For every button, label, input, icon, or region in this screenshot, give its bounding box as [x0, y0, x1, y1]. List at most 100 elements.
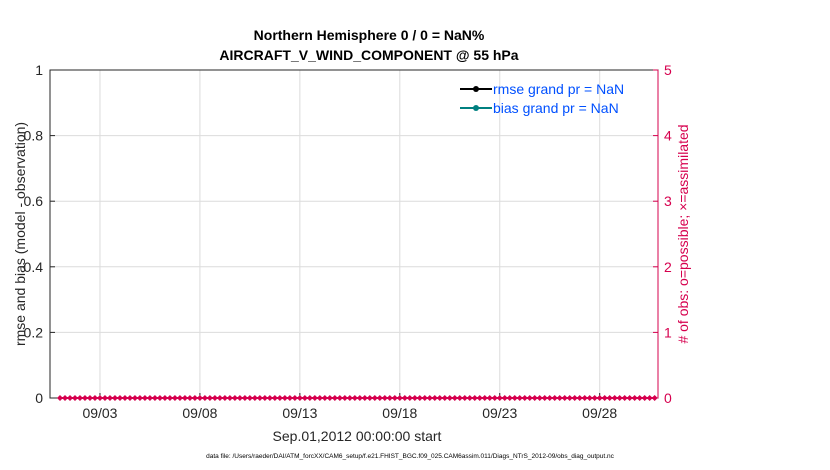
- obs-possible-marker: [451, 395, 458, 401]
- obs-possible-marker: [351, 395, 358, 401]
- obs-possible-marker: [346, 395, 353, 401]
- obs-possible-marker: [456, 395, 463, 401]
- y-tick-label: 1: [35, 62, 43, 78]
- y-right-tick-label: 0: [664, 390, 672, 406]
- obs-possible-marker: [111, 395, 118, 401]
- obs-possible-marker: [326, 395, 333, 401]
- y-axis-label-right: # of obs: o=possible; ×=assimilated: [675, 124, 691, 343]
- obs-possible-marker: [471, 395, 478, 401]
- obs-possible-marker: [226, 395, 233, 401]
- x-tick-label: 09/08: [182, 405, 217, 421]
- obs-count-markers: [56, 395, 658, 401]
- obs-possible-marker: [306, 395, 313, 401]
- obs-possible-marker: [331, 395, 338, 401]
- y-right-tick-label: 1: [664, 324, 672, 340]
- obs-possible-marker: [206, 395, 213, 401]
- chart-title-line-2: AIRCRAFT_V_WIND_COMPONENT @ 55 hPa: [219, 47, 518, 63]
- obs-possible-marker: [371, 395, 378, 401]
- obs-possible-marker: [256, 395, 263, 401]
- obs-possible-marker: [431, 395, 438, 401]
- data-file-footer: data file: /Users/raeder/DAI/ATM_forcXX/…: [206, 453, 615, 460]
- obs-possible-marker: [586, 395, 593, 401]
- obs-possible-marker: [251, 395, 258, 401]
- obs-possible-marker: [461, 395, 468, 401]
- obs-possible-marker: [551, 395, 558, 401]
- obs-possible-marker: [631, 395, 638, 401]
- y-ticks-right: 0 1 2 3 4 5: [653, 62, 672, 406]
- obs-possible-marker: [416, 395, 423, 401]
- obs-possible-marker: [376, 395, 383, 401]
- obs-possible-marker: [301, 395, 308, 401]
- obs-possible-marker: [366, 395, 373, 401]
- obs-possible-marker: [391, 395, 398, 401]
- obs-possible-marker: [316, 395, 323, 401]
- obs-possible-marker: [341, 395, 348, 401]
- obs-possible-marker: [651, 395, 658, 401]
- obs-possible-marker: [291, 395, 298, 401]
- obs-possible-marker: [96, 395, 103, 401]
- obs-possible-marker: [476, 395, 483, 401]
- y-tick-label: 0: [35, 390, 43, 406]
- obs-possible-marker: [221, 395, 228, 401]
- obs-possible-marker: [531, 395, 538, 401]
- y-tick-label: 0.6: [24, 193, 44, 209]
- obs-possible-marker: [601, 395, 608, 401]
- obs-possible-marker: [241, 395, 248, 401]
- obs-possible-marker: [441, 395, 448, 401]
- obs-possible-marker: [146, 395, 153, 401]
- obs-possible-marker: [56, 395, 63, 401]
- obs-possible-marker: [321, 395, 328, 401]
- obs-possible-marker: [126, 395, 133, 401]
- obs-possible-marker: [571, 395, 578, 401]
- x-tick-label: 09/13: [282, 405, 317, 421]
- obs-possible-marker: [556, 395, 563, 401]
- obs-possible-marker: [486, 395, 493, 401]
- obs-possible-marker: [296, 395, 303, 401]
- y-tick-label: 0.8: [24, 128, 44, 144]
- legend: rmse grand pr = NaN bias grand pr = NaN: [460, 81, 624, 116]
- obs-possible-marker: [66, 395, 73, 401]
- obs-possible-marker: [336, 395, 343, 401]
- obs-possible-marker: [266, 395, 273, 401]
- obs-possible-marker: [131, 395, 138, 401]
- obs-possible-marker: [176, 395, 183, 401]
- obs-possible-marker: [116, 395, 123, 401]
- obs-possible-marker: [526, 395, 533, 401]
- obs-possible-marker: [211, 395, 218, 401]
- obs-possible-marker: [411, 395, 418, 401]
- obs-possible-marker: [596, 395, 603, 401]
- obs-possible-marker: [71, 395, 78, 401]
- obs-possible-marker: [141, 395, 148, 401]
- obs-possible-marker: [561, 395, 568, 401]
- obs-possible-marker: [511, 395, 518, 401]
- obs-possible-marker: [181, 395, 188, 401]
- obs-possible-marker: [501, 395, 508, 401]
- obs-possible-marker: [576, 395, 583, 401]
- obs-possible-marker: [166, 395, 173, 401]
- y-tick-label: 0.2: [24, 324, 44, 340]
- obs-possible-marker: [101, 395, 108, 401]
- obs-possible-marker: [396, 395, 403, 401]
- obs-possible-marker: [121, 395, 128, 401]
- obs-possible-marker: [196, 395, 203, 401]
- obs-possible-marker: [271, 395, 278, 401]
- y-tick-label: 0.4: [24, 259, 44, 275]
- obs-possible-marker: [261, 395, 268, 401]
- obs-possible-marker: [481, 395, 488, 401]
- chart-title-line-1: Northern Hemisphere 0 / 0 = NaN%: [254, 27, 485, 43]
- obs-possible-marker: [76, 395, 83, 401]
- obs-possible-marker: [401, 395, 408, 401]
- obs-possible-marker: [466, 395, 473, 401]
- obs-possible-marker: [566, 395, 573, 401]
- y-right-tick-label: 3: [664, 193, 672, 209]
- y-axis-label: rmse and bias (model - observation): [12, 122, 28, 346]
- obs-possible-marker: [616, 395, 623, 401]
- x-tick-label: 09/03: [82, 405, 117, 421]
- obs-possible-marker: [546, 395, 553, 401]
- obs-possible-marker: [386, 395, 393, 401]
- obs-possible-marker: [641, 395, 648, 401]
- obs-possible-marker: [626, 395, 633, 401]
- obs-possible-marker: [276, 395, 283, 401]
- obs-possible-marker: [151, 395, 158, 401]
- obs-possible-marker: [516, 395, 523, 401]
